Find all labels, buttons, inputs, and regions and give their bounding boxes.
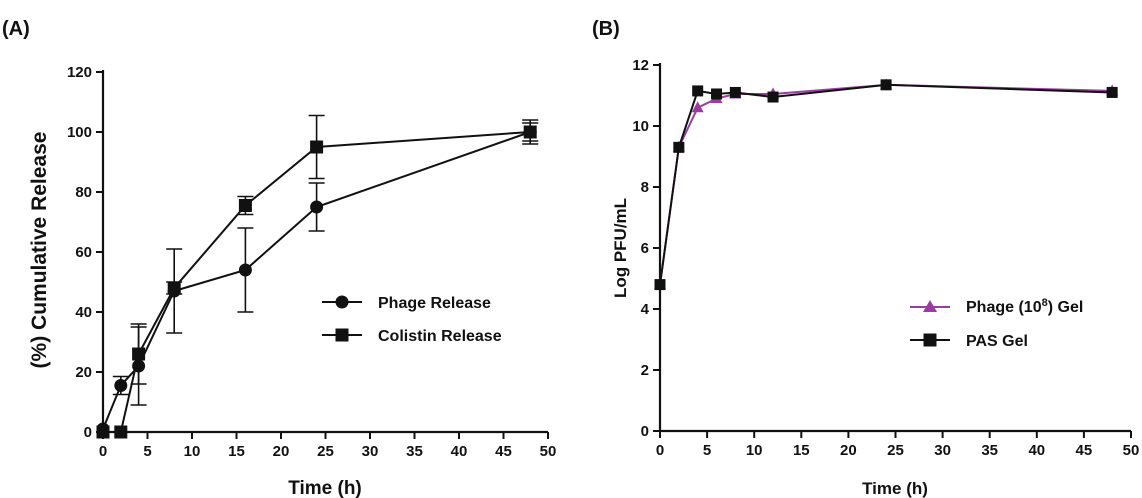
panel-b-series-1-line xyxy=(659,83,1113,285)
panel-a-x-axis-title: Time (h) xyxy=(288,478,362,498)
panel-b-y-tick-label: 4 xyxy=(641,301,650,318)
legend-marker-colistin-release xyxy=(335,328,349,342)
panel-a-x-tick-label: 20 xyxy=(273,443,290,460)
panel-b-series-1-point xyxy=(729,86,741,98)
legend-label-colistin-release: Colistin Release xyxy=(378,328,502,345)
panel-b-y-axis-title: Log PFU/mL xyxy=(611,198,630,298)
panel-b-y-tick-label: 12 xyxy=(632,57,649,74)
legend-label-phage-gel: Phage (108) Gel xyxy=(966,297,1083,316)
panel-b-x-tick-label: 0 xyxy=(656,442,664,459)
panel-a-series-1-point xyxy=(167,281,181,295)
panel-b-series-1-point xyxy=(692,85,704,97)
panel-b-series-1-point xyxy=(1106,86,1118,98)
panel-b-series-1-point xyxy=(711,88,723,100)
legend-label-phage-gel-sup: 8 xyxy=(1042,297,1048,309)
panel-a-x-tick-label: 35 xyxy=(406,443,423,460)
panel-b-y-tick-label: 0 xyxy=(641,423,649,440)
panel-b-x-tick-label: 45 xyxy=(1076,442,1093,459)
panel-a-series-1-point xyxy=(523,125,537,139)
panel-a-x-tick-label: 0 xyxy=(99,443,107,460)
panel-a-y-tick-label: 80 xyxy=(75,184,92,201)
panel-b-series-1-point xyxy=(673,141,685,153)
panel-a-series-0-point xyxy=(310,200,324,214)
panel-a-legend: Phage Release Colistin Release xyxy=(322,295,502,345)
panel-a-series-1-point xyxy=(96,425,110,439)
panel-a-series-0-point xyxy=(238,263,252,277)
panel-a-plot: 0 5 10 15 20 25 30 35 40 45 50 0 20 40 60 80 100 120 xyxy=(67,64,556,460)
panel-a-series-1-point xyxy=(114,425,128,439)
legend-marker-pas-gel xyxy=(923,333,937,347)
panel-b-y-tick-label: 2 xyxy=(641,362,649,379)
legend-label-phage-gel-end: ) Gel xyxy=(1048,299,1084,316)
panel-a-y-tick-label: 100 xyxy=(67,124,92,141)
panel-b-x-tick-label: 50 xyxy=(1123,442,1140,459)
panel-a-y-axis-title: (%) Cumulative Release xyxy=(28,132,51,369)
panel-a-x-tick-label: 30 xyxy=(362,443,379,460)
panel-a-x-tick-label: 15 xyxy=(228,443,245,460)
legend-marker-phage-release xyxy=(335,295,349,309)
panel-a-x-tick-label: 25 xyxy=(317,443,334,460)
panel-b-series-1-point xyxy=(654,279,666,291)
panel-b-series-0-line xyxy=(659,83,1113,285)
panel-a-y-tick-label: 20 xyxy=(75,364,92,381)
panel-b-plot: 0 5 10 15 20 25 30 35 40 45 50 0 2 4 6 8 10 12 xyxy=(632,57,1139,459)
panel-b-x-tick-label: 20 xyxy=(840,442,857,459)
panel-b-label: (B) xyxy=(592,18,620,40)
legend-label-phage-gel-main: Phage (10 xyxy=(966,299,1042,316)
panel-b-x-tick-label: 35 xyxy=(981,442,998,459)
panel-a-series-1-point xyxy=(132,347,146,361)
panel-b-series-0-point xyxy=(691,101,704,113)
panel-a-series-1-point xyxy=(238,199,252,212)
panel-b-x-tick-label: 10 xyxy=(746,442,763,459)
panel-b-legend: Phage (108) Gel PAS Gel xyxy=(910,297,1083,350)
panel-b-y-tick-label: 6 xyxy=(641,240,649,257)
panel-b-y-tick-label: 10 xyxy=(632,118,649,135)
panel-a-x-tick-label: 5 xyxy=(143,443,151,460)
panel-b-series-0 xyxy=(654,78,1119,290)
panel-b-series-1-point xyxy=(767,91,779,103)
panel-a-label: (A) xyxy=(2,18,30,40)
panel-a-series-0-point xyxy=(114,379,128,392)
panel-a-y-tick-label: 40 xyxy=(75,304,92,321)
panel-b-x-tick-label: 30 xyxy=(934,442,951,459)
panel-b-x-axis-title: Time (h) xyxy=(862,479,928,498)
panel-b-x-tick-label: 15 xyxy=(793,442,810,459)
panel-a-series-1 xyxy=(96,114,539,439)
panel-a-x-tick-label: 40 xyxy=(451,443,468,460)
panel-a-x-tick-label: 45 xyxy=(495,443,512,460)
panel-a-x-tick-label: 50 xyxy=(540,443,557,460)
panel-b-x-tick-label: 5 xyxy=(703,442,711,459)
legend-marker-phage-gel xyxy=(923,300,937,312)
panel-a-x-tick-label: 10 xyxy=(184,443,201,460)
panel-a-series-1-point xyxy=(310,140,324,154)
panel-a-y-tick-label: 0 xyxy=(84,424,92,441)
panel-b-series-1-point xyxy=(880,79,892,91)
panel-b-x-tick-label: 25 xyxy=(887,442,904,459)
legend-label-pas-gel: PAS Gel xyxy=(966,333,1028,350)
panel-b-series-1 xyxy=(654,79,1118,291)
legend-label-phage-release: Phage Release xyxy=(378,295,491,312)
panel-a-y-tick-label: 60 xyxy=(75,244,92,261)
panel-a-y-tick-label: 120 xyxy=(67,64,92,81)
panel-b-x-tick-label: 40 xyxy=(1028,442,1045,459)
panel-b-y-tick-label: 8 xyxy=(641,179,649,196)
